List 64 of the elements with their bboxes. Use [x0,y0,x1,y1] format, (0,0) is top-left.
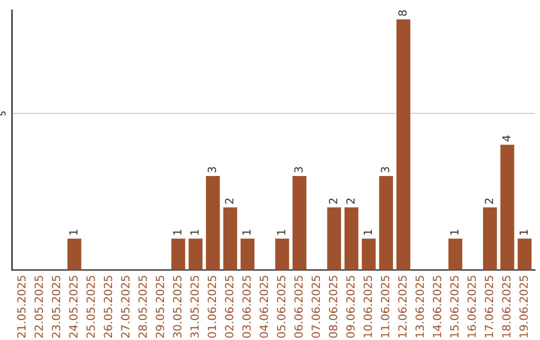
x-tick-label: 10.06.2025 [364,276,372,338]
data-label: 1 [173,230,182,235]
data-label: 2 [328,198,338,204]
bar [448,238,462,270]
bar [275,238,290,270]
x-tick-label: 18.06.2025 [502,276,511,338]
data-label: 1 [69,230,78,235]
x-tick-label: 07.06.2025 [312,276,320,338]
x-tick-label: 11.06.2025 [380,276,390,338]
bar [518,238,532,270]
x-tick-label: 24.05.2025 [69,276,78,338]
x-tick-label: 22.05.2025 [34,276,43,338]
x-tick-label: 28.05.2025 [138,276,147,338]
bar [67,238,82,270]
data-label: 1 [190,230,199,235]
x-tick-label: 21.05.2025 [17,276,26,338]
x-tick-label: 02.06.2025 [225,276,234,338]
x-tick-label: 30.05.2025 [173,276,182,338]
bar [223,207,238,270]
bar [396,19,410,270]
bar [240,238,254,270]
x-tick-label: 06.06.2025 [294,276,303,338]
data-label: 4 [502,135,510,142]
data-label: 8 [398,10,407,16]
bar [500,144,514,270]
bar [362,238,376,270]
x-tick-label: 27.05.2025 [121,276,130,338]
bar [379,176,393,270]
data-label: 3 [208,167,216,172]
x-tick-label: 04.06.2025 [260,276,268,338]
x-tick-label: 14.06.2025 [432,276,442,338]
x-tick-label: 08.06.2025 [328,276,338,338]
bar [206,176,220,270]
x-tick-label: 13.06.2025 [416,276,424,338]
x-tick-label: 31.05.2025 [190,276,199,338]
x-tick-label: 26.05.2025 [104,276,112,338]
x-tick-label: 16.06.2025 [467,276,476,338]
x-tick-label: 23.05.2025 [52,276,60,338]
x-tick-label: 17.06.2025 [484,276,494,338]
x-tick-label: 15.06.2025 [450,276,459,338]
data-label: 1 [520,230,528,235]
x-tick-label: 03.06.2025 [242,276,251,338]
bar [292,176,306,270]
data-label: 3 [294,167,303,172]
data-label: 3 [380,167,390,172]
bar [483,207,497,270]
x-tick-label: 12.06.2025 [398,276,407,338]
data-label: 1 [364,230,372,235]
bar [171,238,186,270]
data-label: 1 [277,230,286,235]
data-label: 2 [484,198,494,204]
x-tick-label: 25.05.2025 [86,276,95,338]
x-tick-label: 19.06.2025 [519,276,528,338]
data-label: 2 [346,198,354,204]
data-label: 2 [225,198,234,204]
x-tick-label: 01.06.2025 [208,276,216,338]
bar [188,238,202,270]
bar [327,207,342,270]
bar [344,207,358,270]
data-label: 1 [450,230,458,235]
x-tick-label: 29.05.2025 [156,276,164,338]
x-tick-label: 09.06.2025 [346,276,355,338]
data-label: 1 [242,230,251,235]
x-tick-label: 05.06.2025 [276,276,286,338]
